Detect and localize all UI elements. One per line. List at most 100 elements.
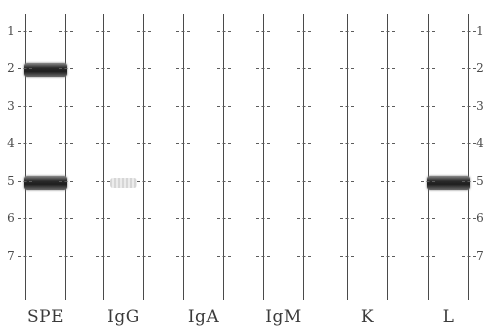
gel-tick-mark xyxy=(217,256,231,257)
tick-label-right: 3 xyxy=(476,99,484,113)
gel-tick-mark xyxy=(176,181,190,182)
lane-igm xyxy=(263,14,304,300)
gel-tick-mark xyxy=(297,31,311,32)
tick-label-left: 2 xyxy=(7,61,15,75)
gel-tick-mark xyxy=(59,218,73,219)
gel-tick-mark xyxy=(176,256,190,257)
gel-tick-mark xyxy=(137,256,151,257)
tick-label-right: 4 xyxy=(476,136,484,150)
tick-label-right: 5 xyxy=(476,174,484,188)
lane-label-igm: IgM xyxy=(265,307,302,327)
gel-tick-mark xyxy=(18,31,32,32)
gel-tick-mark xyxy=(340,31,354,32)
tick-label-left: 7 xyxy=(7,249,15,263)
gel-tick-mark xyxy=(137,31,151,32)
band xyxy=(24,176,67,190)
gel-tick-mark xyxy=(256,256,270,257)
gel-tick-mark xyxy=(96,106,110,107)
gel-tick-mark xyxy=(256,218,270,219)
gel-tick-mark xyxy=(381,143,395,144)
gel-tick-mark xyxy=(340,68,354,69)
gel-tick-mark xyxy=(297,256,311,257)
tick-label-left: 5 xyxy=(7,174,15,188)
gel-tick-mark xyxy=(421,256,435,257)
gel-tick-mark xyxy=(176,31,190,32)
tick-label-left: 6 xyxy=(7,211,15,225)
gel-tick-mark xyxy=(137,218,151,219)
gel-tick-mark xyxy=(137,181,151,182)
gel-tick-mark xyxy=(176,68,190,69)
gel-tick-mark xyxy=(256,31,270,32)
gel-tick-mark xyxy=(59,256,73,257)
band xyxy=(427,176,470,190)
gel-tick-mark xyxy=(381,106,395,107)
gel-tick-mark xyxy=(462,143,476,144)
gel-tick-mark xyxy=(297,68,311,69)
lane-label-lambda: L xyxy=(442,307,455,327)
gel-tick-mark xyxy=(297,218,311,219)
gel-tick-mark xyxy=(340,143,354,144)
tick-label-right: 1 xyxy=(476,24,484,38)
gel-tick-mark xyxy=(176,106,190,107)
lane-label-spe: SPE xyxy=(27,307,64,327)
gel-tick-mark xyxy=(96,256,110,257)
gel-tick-mark xyxy=(381,68,395,69)
gel-tick-mark xyxy=(59,181,73,182)
gel-tick-mark xyxy=(297,106,311,107)
gel-tick-mark xyxy=(18,181,32,182)
gel-tick-mark xyxy=(96,143,110,144)
lane-igg xyxy=(103,14,144,300)
tick-label-right: 7 xyxy=(476,249,484,263)
gel-tick-mark xyxy=(59,106,73,107)
gel-tick-mark xyxy=(176,218,190,219)
gel-tick-mark xyxy=(137,106,151,107)
tick-label-left: 3 xyxy=(7,99,15,113)
gel-tick-mark xyxy=(256,68,270,69)
gel-tick-mark xyxy=(421,181,435,182)
tick-label-right: 2 xyxy=(476,61,484,75)
gel-tick-mark xyxy=(340,181,354,182)
gel-tick-mark xyxy=(462,181,476,182)
gel-tick-mark xyxy=(340,106,354,107)
gel-tick-mark xyxy=(462,68,476,69)
lane-kappa xyxy=(347,14,388,300)
gel-tick-mark xyxy=(217,106,231,107)
gel-tick-mark xyxy=(421,218,435,219)
gel-tick-mark xyxy=(297,143,311,144)
gel-tick-mark xyxy=(96,68,110,69)
gel-tick-mark xyxy=(217,181,231,182)
band xyxy=(110,178,137,188)
gel-tick-mark xyxy=(381,181,395,182)
lane-label-igg: IgG xyxy=(107,307,140,327)
gel-tick-mark xyxy=(462,218,476,219)
gel-tick-mark xyxy=(421,143,435,144)
gel-tick-mark xyxy=(381,256,395,257)
gel-tick-mark xyxy=(256,106,270,107)
gel-tick-mark xyxy=(217,143,231,144)
lane-label-kappa: K xyxy=(360,307,375,327)
gel-tick-mark xyxy=(462,106,476,107)
gel-tick-mark xyxy=(381,31,395,32)
band xyxy=(24,63,67,77)
lane-label-iga: IgA xyxy=(187,307,220,327)
gel-tick-mark xyxy=(256,181,270,182)
gel-tick-mark xyxy=(217,68,231,69)
gel-tick-mark xyxy=(96,31,110,32)
gel-tick-mark xyxy=(462,256,476,257)
gel-tick-mark xyxy=(462,31,476,32)
gel-tick-mark xyxy=(176,143,190,144)
gel-tick-mark xyxy=(18,106,32,107)
gel-tick-mark xyxy=(137,143,151,144)
lane-iga xyxy=(183,14,224,300)
gel-tick-mark xyxy=(59,31,73,32)
gel-tick-mark xyxy=(340,218,354,219)
lane-lambda xyxy=(428,14,469,300)
gel-tick-mark xyxy=(421,68,435,69)
gel-tick-mark xyxy=(137,68,151,69)
gel-tick-mark xyxy=(217,218,231,219)
tick-label-left: 4 xyxy=(7,136,15,150)
gel-tick-mark xyxy=(18,256,32,257)
gel-tick-mark xyxy=(297,181,311,182)
gel-tick-mark xyxy=(96,218,110,219)
gel-tick-mark xyxy=(421,106,435,107)
